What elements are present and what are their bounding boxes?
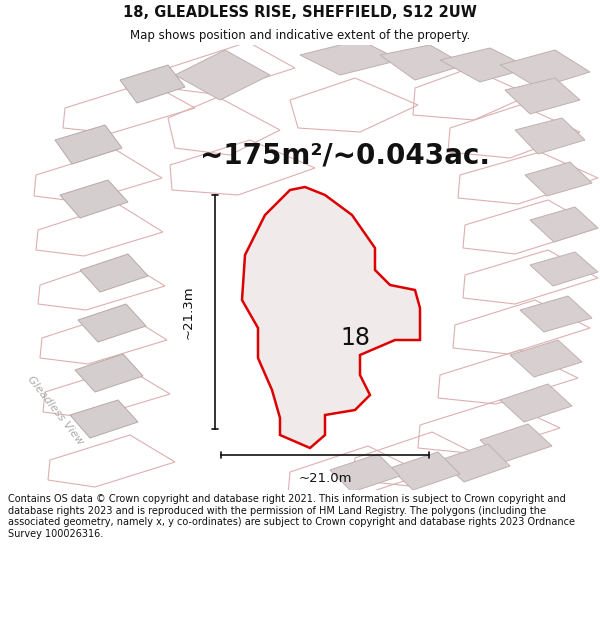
Polygon shape	[505, 78, 580, 114]
Text: Contains OS data © Crown copyright and database right 2021. This information is : Contains OS data © Crown copyright and d…	[8, 494, 575, 539]
Polygon shape	[175, 50, 270, 100]
Text: 18: 18	[340, 326, 370, 350]
Polygon shape	[480, 424, 552, 462]
Text: ~175m²/~0.043ac.: ~175m²/~0.043ac.	[200, 141, 490, 169]
Polygon shape	[55, 125, 122, 164]
Text: Map shows position and indicative extent of the property.: Map shows position and indicative extent…	[130, 29, 470, 42]
Polygon shape	[242, 187, 420, 448]
Polygon shape	[530, 207, 598, 242]
Polygon shape	[330, 454, 400, 492]
Polygon shape	[390, 452, 460, 490]
Polygon shape	[440, 444, 510, 482]
Polygon shape	[525, 162, 592, 196]
Polygon shape	[300, 40, 400, 75]
Polygon shape	[500, 384, 572, 422]
Polygon shape	[440, 48, 530, 82]
Polygon shape	[120, 65, 185, 103]
Polygon shape	[515, 118, 585, 154]
Polygon shape	[80, 254, 148, 292]
Polygon shape	[530, 252, 598, 286]
Text: ~21.3m: ~21.3m	[181, 285, 194, 339]
Polygon shape	[380, 45, 465, 80]
Polygon shape	[500, 50, 590, 88]
Polygon shape	[510, 340, 582, 377]
Polygon shape	[60, 180, 128, 218]
Polygon shape	[75, 354, 143, 392]
Polygon shape	[70, 400, 138, 438]
Text: Gleadless View: Gleadless View	[25, 374, 85, 446]
Polygon shape	[78, 304, 146, 342]
Text: 18, GLEADLESS RISE, SHEFFIELD, S12 2UW: 18, GLEADLESS RISE, SHEFFIELD, S12 2UW	[123, 5, 477, 20]
Text: ~21.0m: ~21.0m	[298, 472, 352, 485]
Polygon shape	[520, 296, 592, 332]
